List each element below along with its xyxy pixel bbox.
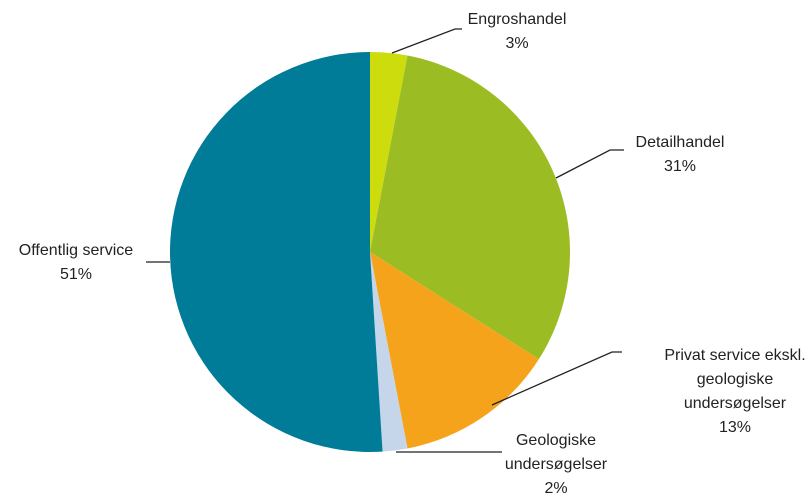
pie-slice bbox=[169, 52, 383, 453]
label-line: undersøgelser bbox=[684, 395, 787, 412]
leader-line bbox=[391, 28, 462, 54]
value-label: 3% bbox=[505, 35, 528, 52]
slice-label: Offentlig service bbox=[19, 242, 134, 259]
label-line: Detailhandel bbox=[636, 134, 725, 151]
value-label: 13% bbox=[719, 419, 751, 436]
label-line: Offentlig service bbox=[19, 242, 134, 259]
pie-slice bbox=[370, 252, 539, 449]
slice-label: Engroshandel bbox=[468, 11, 567, 28]
slice-label: Privat service ekskl. geologiske undersøge… bbox=[664, 347, 805, 412]
pie-slice bbox=[370, 52, 408, 252]
label-line: Privat service ekskl. bbox=[664, 347, 805, 364]
value-label: 2% bbox=[544, 480, 567, 497]
label-line: Engroshandel bbox=[468, 11, 567, 28]
leader-line bbox=[555, 149, 624, 179]
label-line: Geologiske bbox=[516, 432, 596, 449]
slice-label: Detailhandel bbox=[636, 134, 725, 151]
label-line: geologiske bbox=[697, 371, 774, 388]
label-line: undersøgelser bbox=[505, 456, 608, 473]
value-label: 51% bbox=[60, 266, 92, 283]
leader-line bbox=[491, 351, 622, 406]
pie-slice bbox=[370, 55, 570, 360]
pie-slice bbox=[370, 252, 408, 452]
slice-label: Geologiske undersøgelser bbox=[505, 432, 608, 473]
value-label: 31% bbox=[664, 158, 696, 175]
